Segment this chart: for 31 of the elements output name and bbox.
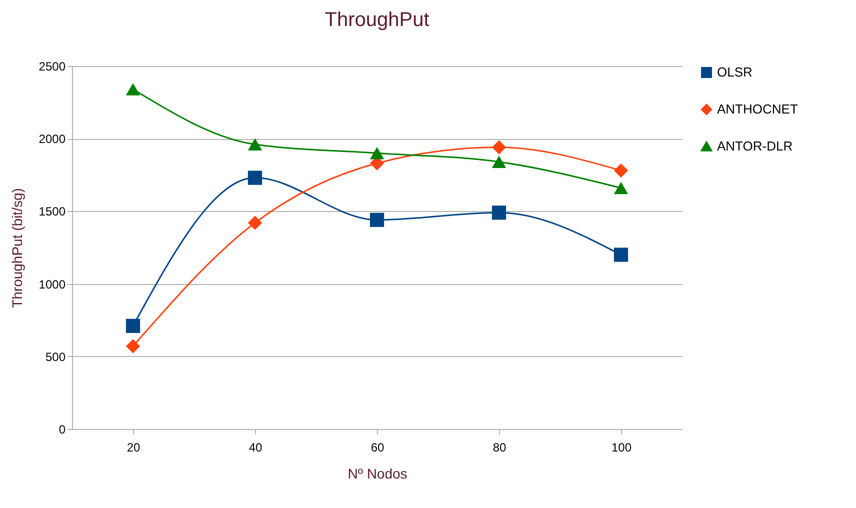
x-tick-label: 80 [492, 440, 506, 454]
x-tick-label: 100 [611, 440, 632, 454]
point [614, 163, 628, 178]
point [248, 138, 262, 151]
point [248, 170, 262, 185]
point [492, 140, 506, 154]
y-tick-label: 500 [45, 350, 66, 364]
point [614, 248, 628, 262]
point [614, 182, 628, 194]
legend-label: ANTOR-DLR [717, 138, 793, 154]
y-tick-label: 1500 [38, 204, 66, 219]
point [370, 212, 384, 227]
y-tick-label: 2000 [38, 132, 66, 146]
x-axis-title: Nº Nodos [348, 466, 408, 482]
point [370, 146, 384, 160]
x-tick-label: 20 [126, 440, 140, 454]
chart-title: ThroughPut [324, 9, 430, 31]
legend-label: ANTHOCNET [717, 102, 798, 116]
y-tick-label: 1000 [38, 277, 66, 292]
point [126, 83, 140, 96]
x-tick-label: 40 [248, 440, 262, 454]
y-tick-label: 0 [58, 422, 66, 436]
point [126, 318, 140, 333]
point [248, 216, 262, 230]
point [492, 156, 506, 168]
point [126, 339, 140, 354]
y-axis-title: ThroughPut (bit/sg) [8, 188, 25, 308]
y-tick-label: 2500 [38, 60, 66, 74]
point [492, 206, 506, 220]
x-tick-label: 60 [370, 440, 384, 454]
legend-label: OLSR [717, 64, 752, 80]
